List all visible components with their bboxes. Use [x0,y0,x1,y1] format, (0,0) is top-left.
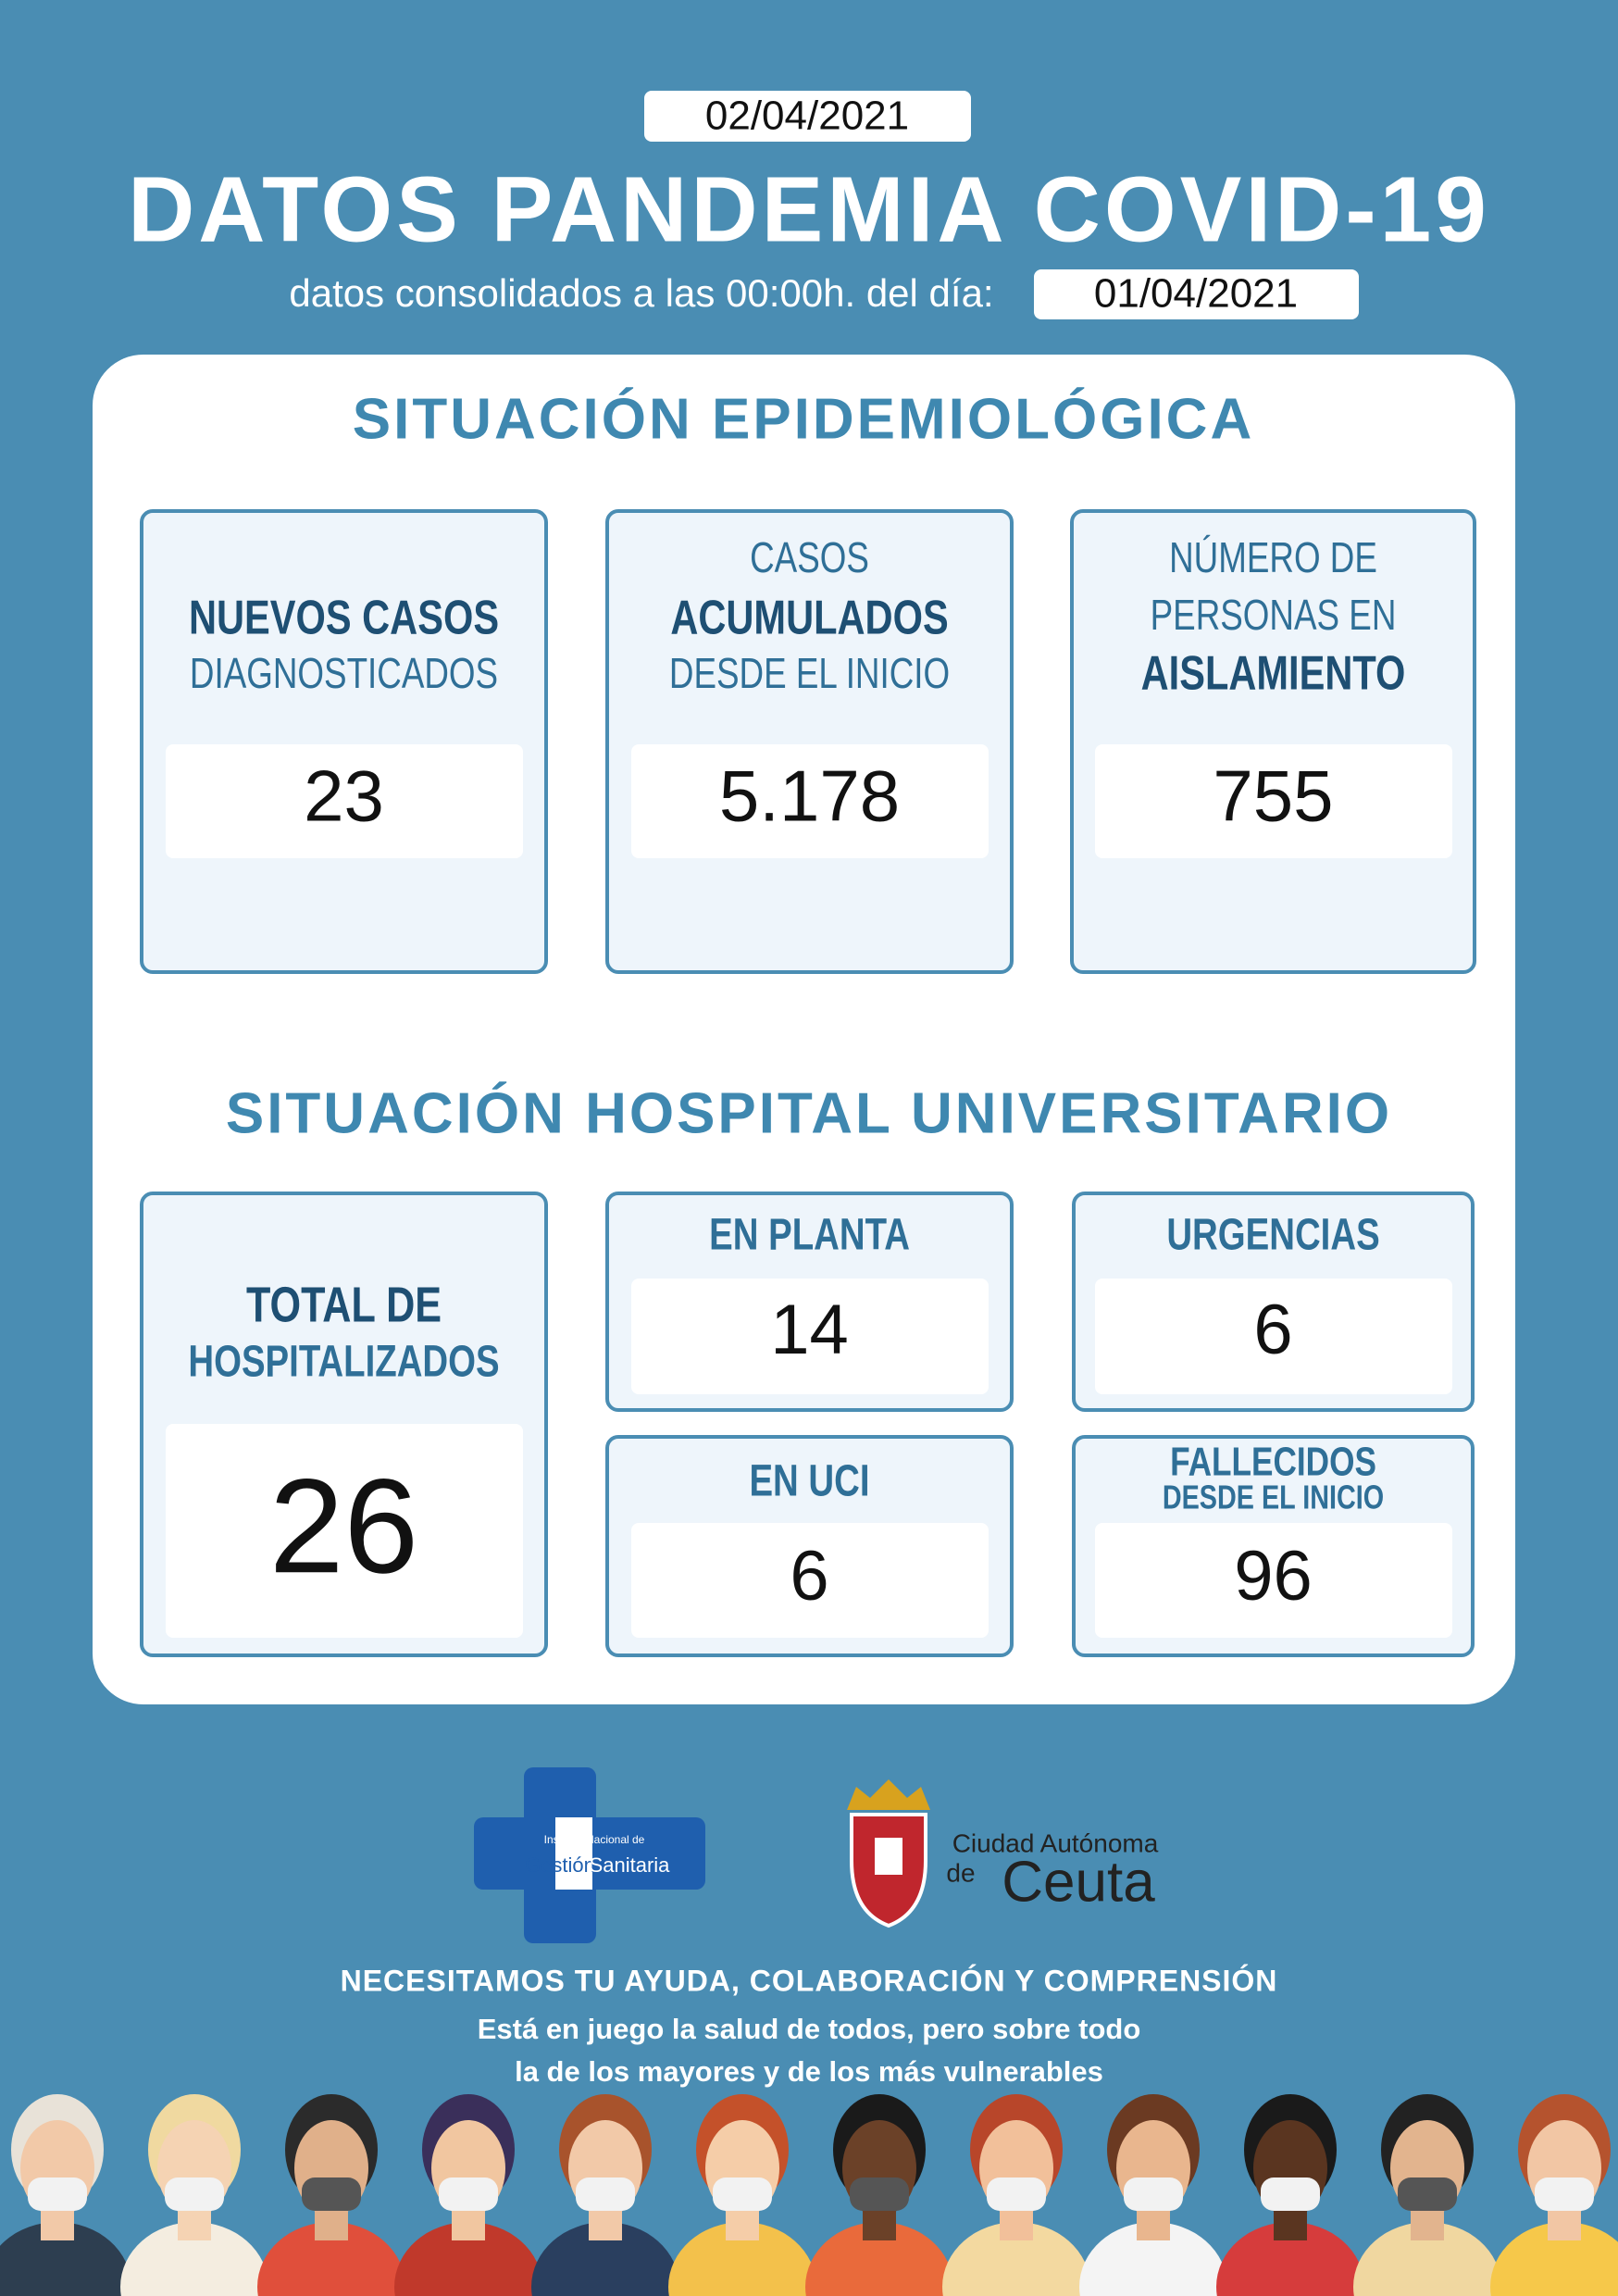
date-box [1034,269,1359,319]
footer-line: Está en juego la salud de todos, pero so… [478,2013,1141,2045]
card-value: 5.178 [719,755,900,837]
ingesa-logo: Instituto Nacional de Gestión Sanitaria [474,1767,705,1943]
mask [302,2177,361,2211]
logo-text: de [946,1858,975,1887]
label-group: NÚMERO DE [1169,533,1377,581]
crown [847,1779,930,1810]
label-group: NUEVOS CASOS [189,590,499,644]
footer-line: la de los mayores y de los más vulnerabl… [515,2055,1103,2088]
card-label: URGENCIAS [1166,1211,1379,1260]
value-box [1095,1523,1452,1638]
card-label: NUEVOS CASOS [189,590,499,644]
card-label: AISLAMIENTO [1141,645,1406,700]
date-box [644,91,971,142]
label-group: DIAGNOSTICADOS [190,649,498,697]
body [257,2222,405,2296]
label-group: FALLECIDOS [1170,1440,1376,1485]
card-label: TOTAL DE [246,1278,442,1333]
mask [576,2177,635,2211]
value-box [631,1523,989,1638]
logo-shape [555,1817,592,1890]
value-box [1095,1279,1452,1394]
card-label: ACUMULADOS [670,590,948,644]
logo-text: Ciudad Autónoma [952,1828,1159,1857]
card-value: 26 [269,1451,418,1601]
mask [1398,2177,1457,2211]
card-value: 6 [1253,1291,1292,1369]
body [531,2222,679,2296]
logo-text: Sanitaria [590,1853,671,1877]
value-box [1095,744,1452,858]
label-group: AISLAMIENTO [1141,645,1406,700]
label-group: ACUMULADOS [670,590,948,644]
mask [165,2177,224,2211]
body [805,2222,953,2296]
body [1216,2222,1364,2296]
mask [1124,2177,1183,2211]
body [1079,2222,1227,2296]
card-label: DIAGNOSTICADOS [190,649,498,697]
card-label: EN PLANTA [709,1211,910,1260]
subtitle: datos consolidados a las 00:00h. del día… [289,271,993,315]
label-group: EN PLANTA [709,1211,910,1260]
value-box [166,744,523,858]
cards: NUEVOS CASOS DIAGNOSTICADOS 23 CASOS ACUMULA… [140,509,1476,1657]
card-value: 23 [304,755,384,837]
card-label: EN UCI [749,1457,869,1506]
value-box [166,1424,523,1638]
card-value: 6 [790,1537,828,1616]
people-illustration [0,2094,1618,2296]
card-value: 96 [1234,1537,1313,1616]
mask [713,2177,772,2211]
label-group: DESDE EL INICIO [1163,1478,1384,1516]
label-group: HOSPITALIZADOS [188,1338,499,1387]
mask [850,2177,909,2211]
body [120,2222,268,2296]
body [1353,2222,1501,2296]
body [394,2222,542,2296]
title: DATOS PANDEMIA COVID-19 [128,157,1490,261]
body [1490,2222,1618,2296]
label-group: URGENCIAS [1166,1211,1379,1260]
value-box [631,1279,989,1394]
card-label: FALLECIDOS [1170,1440,1376,1485]
label-group: CASOS [750,533,869,581]
card-value: 14 [770,1291,849,1369]
card [140,509,548,974]
mask [1261,2177,1320,2211]
section-title: SITUACIÓN HOSPITAL UNIVERSITARIO [226,1081,1392,1145]
slogan: NECESITAMOS TU AYUDA, COLABORACIÓN Y COM… [341,1964,1278,1997]
data-date: 01/04/2021 [1094,271,1298,317]
card-label: DESDE EL INICIO [1163,1478,1384,1516]
logo-text: Gestión [525,1853,595,1877]
label-group: DESDE EL INICIO [669,649,950,697]
card-label: DESDE EL INICIO [669,649,950,697]
mask [28,2177,87,2211]
card-label: NÚMERO DE [1169,533,1377,581]
card-value: 755 [1213,755,1333,837]
card-label: PERSONAS EN [1151,591,1397,639]
section-title: SITUACIÓN EPIDEMIOLÓGICA [353,387,1254,451]
logo-text: Instituto Nacional de [544,1833,645,1846]
body [668,2222,816,2296]
mask [439,2177,498,2211]
label-group: PERSONAS EN [1151,591,1397,639]
body [942,2222,1090,2296]
label-group: TOTAL DE [246,1278,442,1333]
label-group: EN UCI [749,1457,869,1506]
mask [987,2177,1046,2211]
report-date: 02/04/2021 [705,94,909,139]
mask [1535,2177,1594,2211]
value-box [631,744,989,858]
card-label: HOSPITALIZADOS [188,1338,499,1387]
card-label: CASOS [750,533,869,581]
logo-text: Ceuta [1002,1850,1155,1914]
shield-inner [875,1838,902,1875]
body [0,2222,131,2296]
ceuta-logo: Ciudad Autónoma de Ceuta [847,1779,1159,1928]
